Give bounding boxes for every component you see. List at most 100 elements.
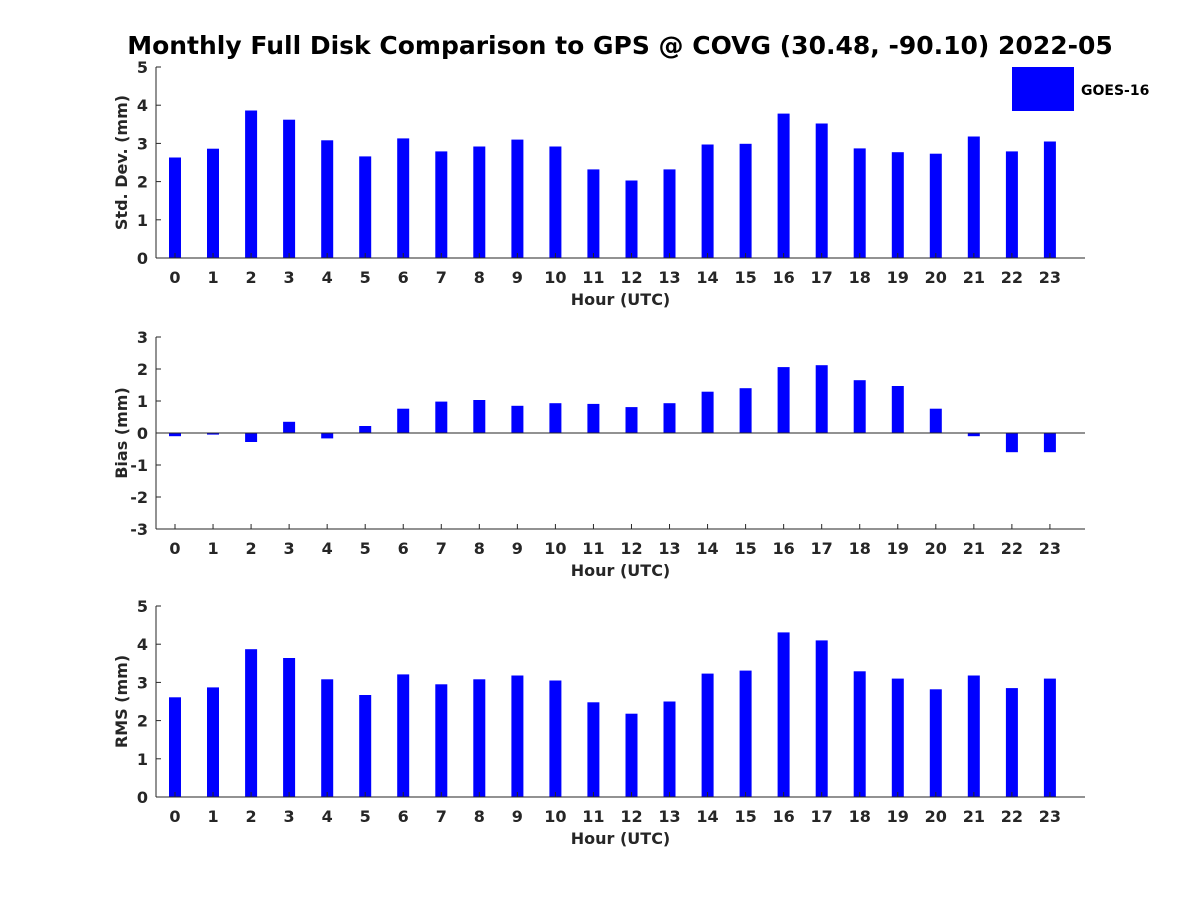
bar-bias-hour-8 <box>473 400 486 433</box>
y-tick-label-std-dev: 2 <box>137 173 148 192</box>
bar-std-dev-hour-2 <box>245 110 258 258</box>
bar-rms-hour-19 <box>891 678 904 797</box>
y-tick-label-bias: -1 <box>130 456 148 475</box>
x-tick-label-std-dev: 10 <box>544 268 566 287</box>
bar-std-dev-hour-12 <box>625 180 638 258</box>
x-tick-label-bias: 20 <box>925 539 947 558</box>
bar-std-dev-hour-8 <box>473 146 486 258</box>
x-tick-label-std-dev: 8 <box>474 268 485 287</box>
bar-std-dev-hour-10 <box>549 146 562 258</box>
y-tick-label-rms: 1 <box>137 750 148 769</box>
x-tick-label-std-dev: 16 <box>773 268 795 287</box>
x-tick-label-rms: 22 <box>1001 807 1023 826</box>
x-tick-label-std-dev: 23 <box>1039 268 1061 287</box>
bar-std-dev-hour-17 <box>815 123 828 258</box>
x-tick-label-rms: 14 <box>696 807 718 826</box>
chart-title: Monthly Full Disk Comparison to GPS @ CO… <box>127 31 1113 60</box>
y-tick-label-bias: -3 <box>130 520 148 539</box>
bar-rms-hour-5 <box>359 695 372 797</box>
bar-bias-hour-7 <box>435 401 448 433</box>
x-tick-label-bias: 6 <box>398 539 409 558</box>
x-tick-label-rms: 9 <box>512 807 523 826</box>
bar-rms-hour-4 <box>321 679 334 797</box>
x-tick-label-bias: 15 <box>734 539 756 558</box>
x-tick-label-bias: 10 <box>544 539 566 558</box>
x-tick-label-rms: 17 <box>811 807 833 826</box>
x-tick-label-std-dev: 19 <box>887 268 909 287</box>
x-tick-label-rms: 3 <box>284 807 295 826</box>
x-tick-label-std-dev: 13 <box>658 268 680 287</box>
x-tick-label-bias: 13 <box>658 539 680 558</box>
x-tick-label-bias: 18 <box>849 539 871 558</box>
y-tick-label-std-dev: 0 <box>137 249 148 268</box>
bar-rms-hour-7 <box>435 684 448 797</box>
x-tick-label-std-dev: 11 <box>582 268 604 287</box>
bar-std-dev-hour-4 <box>321 140 334 258</box>
y-tick-label-std-dev: 4 <box>137 96 148 115</box>
x-tick-label-bias: 2 <box>246 539 257 558</box>
bar-bias-hour-21 <box>967 433 980 437</box>
x-tick-label-bias: 12 <box>620 539 642 558</box>
x-axis-label-rms: Hour (UTC) <box>571 829 671 848</box>
x-tick-label-bias: 5 <box>360 539 371 558</box>
bar-rms-hour-21 <box>967 675 980 797</box>
bar-std-dev-hour-18 <box>853 148 866 258</box>
x-tick-label-std-dev: 21 <box>963 268 985 287</box>
y-axis-label-rms: RMS (mm) <box>112 655 131 748</box>
x-tick-label-rms: 4 <box>322 807 333 826</box>
x-tick-label-std-dev: 5 <box>360 268 371 287</box>
x-tick-label-bias: 19 <box>887 539 909 558</box>
x-tick-label-rms: 7 <box>436 807 447 826</box>
x-tick-label-rms: 21 <box>963 807 985 826</box>
bar-std-dev-hour-14 <box>701 144 714 258</box>
bar-bias-hour-11 <box>587 403 600 433</box>
bar-std-dev-hour-15 <box>739 143 752 258</box>
x-tick-label-rms: 5 <box>360 807 371 826</box>
bar-rms-hour-14 <box>701 673 714 797</box>
bar-std-dev-hour-22 <box>1005 151 1018 258</box>
x-tick-label-std-dev: 4 <box>322 268 333 287</box>
x-tick-label-std-dev: 3 <box>284 268 295 287</box>
bar-bias-hour-14 <box>701 391 714 433</box>
bar-bias-hour-16 <box>777 367 790 433</box>
bar-bias-hour-0 <box>169 433 181 437</box>
bar-std-dev-hour-0 <box>169 157 181 258</box>
x-tick-label-rms: 23 <box>1039 807 1061 826</box>
x-tick-label-std-dev: 14 <box>696 268 718 287</box>
bar-bias-hour-13 <box>663 403 676 433</box>
y-tick-label-std-dev: 3 <box>137 134 148 153</box>
x-axis-label-bias: Hour (UTC) <box>571 561 671 580</box>
x-tick-label-rms: 20 <box>925 807 947 826</box>
bar-bias-hour-2 <box>245 433 258 442</box>
bar-std-dev-hour-1 <box>207 148 219 258</box>
x-axis-label-std-dev: Hour (UTC) <box>571 290 671 309</box>
x-tick-label-std-dev: 1 <box>207 268 218 287</box>
bar-bias-hour-15 <box>739 388 752 433</box>
bar-std-dev-hour-7 <box>435 151 448 258</box>
x-tick-label-bias: 21 <box>963 539 985 558</box>
legend-label-goes-16: GOES-16 <box>1081 83 1149 99</box>
bar-bias-hour-12 <box>625 407 638 433</box>
x-tick-label-std-dev: 7 <box>436 268 447 287</box>
bar-bias-hour-6 <box>397 408 410 433</box>
bar-rms-hour-1 <box>207 687 219 797</box>
bar-std-dev-hour-9 <box>511 139 524 258</box>
bar-rms-hour-8 <box>473 679 486 797</box>
bar-rms-hour-10 <box>549 680 562 797</box>
y-tick-label-rms: 0 <box>137 788 148 807</box>
x-tick-label-std-dev: 17 <box>811 268 833 287</box>
x-tick-label-rms: 16 <box>773 807 795 826</box>
y-tick-label-rms: 3 <box>137 673 148 692</box>
bar-rms-hour-12 <box>625 713 638 797</box>
x-tick-label-bias: 17 <box>811 539 833 558</box>
bar-bias-hour-4 <box>321 433 334 439</box>
bar-rms-hour-18 <box>853 671 866 797</box>
x-tick-label-rms: 6 <box>398 807 409 826</box>
x-tick-label-rms: 2 <box>246 807 257 826</box>
bar-bias-hour-23 <box>1043 433 1056 453</box>
bar-bias-hour-20 <box>929 408 942 433</box>
bar-std-dev-hour-6 <box>397 138 410 258</box>
